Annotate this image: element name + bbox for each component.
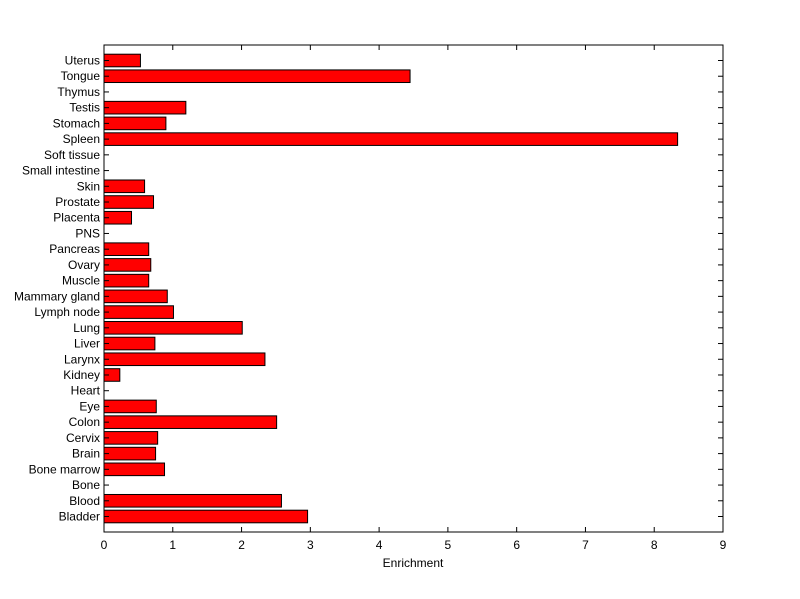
y-tick-label: Kidney <box>63 368 100 382</box>
y-tick-label: PNS <box>75 226 100 240</box>
y-tick-label: Uterus <box>65 54 100 68</box>
x-tick-label: 5 <box>445 538 452 552</box>
bar-stomach <box>103 116 167 131</box>
bar-brain <box>103 446 157 461</box>
bar-pancreas <box>103 242 150 256</box>
bar-mammary-gland <box>103 289 168 304</box>
bar-ovary <box>103 258 152 272</box>
y-tick-label: Larynx <box>64 352 100 366</box>
bar-skin <box>103 179 146 194</box>
bar-liver <box>103 336 156 351</box>
bar-lymph-node <box>103 305 174 319</box>
y-tick-label: Muscle <box>62 274 100 288</box>
bar-colon <box>103 415 278 429</box>
y-tick-label: Testis <box>69 101 100 115</box>
bar-muscle <box>103 273 150 288</box>
x-tick-label: 9 <box>720 538 727 552</box>
y-tick-label: Placenta <box>53 211 100 225</box>
bar-lung <box>103 321 243 335</box>
bar-blood <box>103 493 282 508</box>
bar-uterus <box>103 53 141 68</box>
y-tick-label: Colon <box>69 415 100 429</box>
y-tick-label: Tongue <box>61 69 101 83</box>
bar-bone-marrow <box>103 462 166 477</box>
x-tick-label: 4 <box>376 538 383 552</box>
x-tick-label: 2 <box>238 538 245 552</box>
y-tick-label: Skin <box>77 179 100 193</box>
y-tick-label: Bladder <box>59 510 100 524</box>
y-tick-label: Prostate <box>55 195 100 209</box>
y-tick-label: Heart <box>71 384 101 398</box>
bar-larynx <box>103 352 266 367</box>
bars-layer <box>103 53 679 524</box>
y-tick-label: Pancreas <box>49 242 100 256</box>
x-tick-label: 6 <box>513 538 520 552</box>
y-tick-label: Eye <box>79 399 100 413</box>
x-tick-label: 0 <box>101 538 108 552</box>
bar-cervix <box>103 431 159 445</box>
y-tick-label: Small intestine <box>22 164 100 178</box>
y-tick-label: Bone marrow <box>29 462 101 476</box>
ticks-layer <box>103 45 724 532</box>
bar-prostate <box>103 195 155 209</box>
bar-bladder <box>103 509 309 524</box>
bar-eye <box>103 399 157 414</box>
bar-testis <box>103 100 187 115</box>
x-tick-label: 7 <box>582 538 589 552</box>
y-tick-label: Cervix <box>66 431 100 445</box>
y-tick-label: Bone <box>72 478 100 492</box>
bar-spleen <box>103 132 679 146</box>
y-tick-label: Mammary gland <box>14 289 100 303</box>
x-axis-title: Enrichment <box>383 556 444 570</box>
y-tick-label: Brain <box>72 447 100 461</box>
bar-tongue <box>103 69 411 84</box>
x-tick-label: 3 <box>307 538 314 552</box>
x-tick-label: 1 <box>169 538 176 552</box>
y-tick-label: Thymus <box>57 85 100 99</box>
y-tick-label: Stomach <box>53 116 100 130</box>
y-tick-label: Liver <box>74 337 100 351</box>
y-tick-label: Lung <box>73 321 100 335</box>
y-tick-label: Soft tissue <box>44 148 100 162</box>
x-tick-label: 8 <box>651 538 658 552</box>
y-tick-label: Blood <box>69 494 100 508</box>
y-tick-label: Lymph node <box>34 305 100 319</box>
y-tick-label: Spleen <box>63 132 100 146</box>
axes-box <box>103 44 724 533</box>
y-tick-label: Ovary <box>68 258 100 272</box>
